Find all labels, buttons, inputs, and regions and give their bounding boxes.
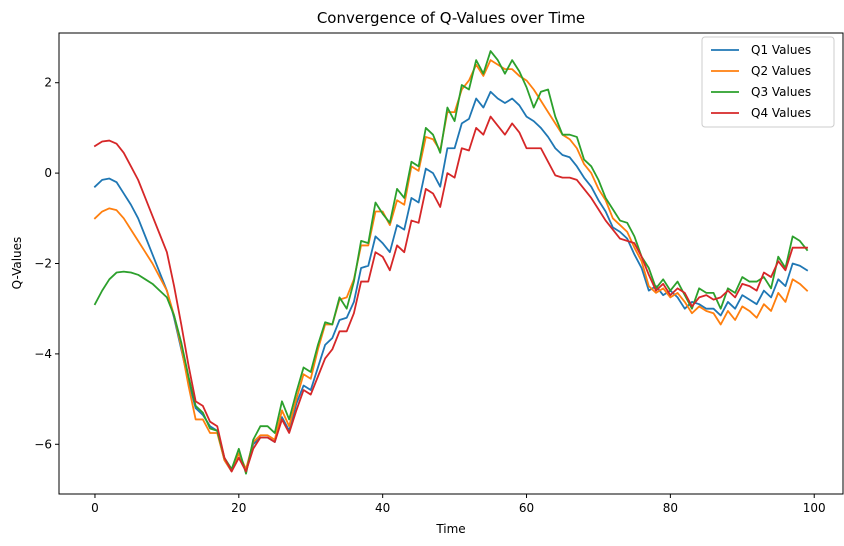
legend-label: Q1 Values <box>751 43 811 57</box>
x-axis-label: Time <box>435 522 465 536</box>
x-tick-label: 0 <box>91 501 99 515</box>
y-tick-label: −6 <box>34 437 52 451</box>
plot-frame <box>58 32 844 495</box>
axis-ticks: 0 20 40 60 80 100 −6 −4 −2 0 2 <box>34 76 825 515</box>
series-line-q3 <box>93 50 809 475</box>
legend-box <box>701 36 835 128</box>
x-tick-label: 40 <box>375 501 390 515</box>
series-line-q4 <box>93 115 808 473</box>
legend: Q1 Values Q2 Values Q3 Values Q4 Values <box>701 36 835 128</box>
y-tick-label: −2 <box>34 257 52 271</box>
x-tick-label: 100 <box>803 501 826 515</box>
series-line-q2 <box>93 59 809 473</box>
y-tick-label: −4 <box>34 347 52 361</box>
series-line-q1 <box>93 90 809 473</box>
chart-title: Convergence of Q-Values over Time <box>317 9 585 27</box>
x-tick-label: 80 <box>663 501 678 515</box>
legend-label: Q4 Values <box>751 106 811 120</box>
y-axis-label: Q-Values <box>10 237 24 290</box>
x-tick-label: 60 <box>519 501 534 515</box>
y-tick-label: 0 <box>44 166 52 180</box>
x-tick-label: 20 <box>231 501 246 515</box>
legend-label: Q3 Values <box>751 85 811 99</box>
y-tick-label: 2 <box>44 76 52 90</box>
legend-label: Q2 Values <box>751 64 811 78</box>
series-lines <box>93 50 809 475</box>
